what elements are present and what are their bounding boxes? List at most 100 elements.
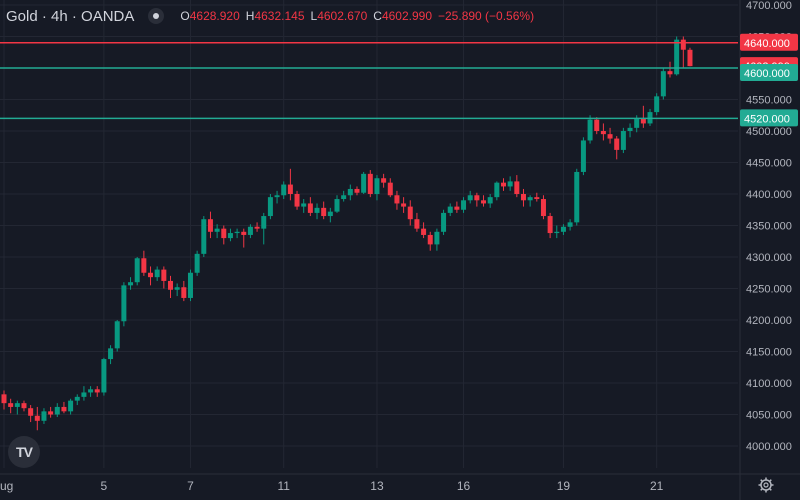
candle-body — [101, 359, 107, 393]
ohlc-open-key: O — [180, 9, 190, 23]
ohlc-close-key: C — [373, 9, 382, 23]
candle-body — [294, 194, 300, 207]
y-tick-label: 4550.000 — [746, 95, 792, 107]
candle-body — [148, 272, 154, 278]
x-tick-label: 11 — [277, 479, 290, 493]
candles — [1, 36, 693, 431]
tradingview-logo-icon[interactable]: TV — [8, 436, 40, 468]
candle-body — [267, 197, 273, 217]
candle-body — [667, 71, 673, 75]
y-tick-label: 4450.000 — [746, 158, 792, 170]
horizontal-price-lines[interactable] — [0, 42, 738, 120]
candle-body — [307, 203, 313, 213]
y-tick-label: 4150.000 — [746, 347, 792, 359]
ohlc-open-value: 4628.920 — [189, 9, 240, 23]
candle-body — [514, 181, 520, 194]
candle-body — [81, 392, 87, 397]
candle-body — [287, 184, 293, 194]
candle-body — [527, 197, 533, 201]
x-tick-label: 7 — [187, 479, 194, 493]
candle-body — [201, 219, 207, 254]
candle-body — [507, 181, 513, 187]
candle-body — [41, 411, 47, 421]
candle-body — [620, 131, 626, 150]
candle-body — [341, 195, 347, 200]
candle-body — [334, 199, 340, 212]
price-line-label-bg — [740, 109, 798, 127]
candle-body — [547, 216, 553, 234]
y-tick-label: 4500.000 — [746, 126, 792, 138]
candle-body — [68, 400, 74, 412]
candle-body — [361, 173, 367, 193]
candle-body — [114, 321, 120, 349]
x-tick-label: 13 — [370, 479, 384, 493]
candle-body — [367, 173, 373, 194]
candle-body — [607, 134, 613, 139]
price-line-label: 4640.000 — [744, 38, 790, 50]
candle-body — [640, 118, 646, 124]
ohlc-high-key: H — [245, 9, 255, 23]
candle-body — [21, 403, 27, 409]
candle-body — [221, 228, 227, 239]
candle-body — [567, 222, 573, 227]
y-tick-label: 4200.000 — [746, 315, 792, 327]
candle-body — [401, 203, 407, 207]
x-tick-label: 21 — [650, 479, 664, 493]
candle-body — [194, 253, 200, 273]
candle-body — [227, 233, 233, 239]
y-tick-label: 4300.000 — [746, 252, 792, 264]
candle-body — [48, 411, 54, 415]
candle-body — [234, 231, 240, 234]
candle-body — [580, 140, 586, 172]
price-axis[interactable]: 4000.000 4050.000 4100.000 4150.000 4200.000… — [746, 0, 792, 453]
x-tick-label: 16 — [457, 479, 471, 493]
candle-body — [434, 231, 440, 245]
candle-body — [94, 389, 100, 393]
ohlc-values: O4628.920 H4632.145 L4602.670 C4602.990 … — [180, 9, 534, 23]
candle-body — [181, 287, 187, 298]
price-line-label: 4520.000 — [744, 113, 790, 125]
candle-body — [554, 231, 560, 234]
time-axis[interactable]: ug 5 7 11 13 16 19 21 — [0, 479, 664, 493]
ohlc-low-value: 4602.670 — [317, 9, 368, 23]
candle-body — [494, 182, 500, 198]
y-tick-label: 4050.000 — [746, 410, 792, 422]
candle-body — [501, 182, 506, 187]
y-tick-label: 4350.000 — [746, 221, 792, 233]
candle-body — [674, 39, 680, 75]
candle-body — [540, 199, 546, 217]
candle-body — [654, 96, 660, 113]
ohlc-low-key: L — [310, 9, 318, 23]
candle-body — [108, 348, 114, 360]
candle-body — [427, 234, 433, 245]
candle-body — [168, 280, 173, 290]
candle-body — [421, 228, 427, 235]
candle-body — [354, 188, 360, 193]
gear-icon[interactable] — [758, 477, 774, 493]
candle-body — [254, 226, 260, 229]
candle-body — [534, 197, 540, 200]
candle-body — [574, 171, 580, 223]
candle-body — [54, 406, 60, 415]
candle-body — [74, 396, 80, 401]
candle-body — [321, 207, 327, 217]
candle-body — [274, 195, 280, 198]
symbol-status-icon[interactable] — [148, 8, 165, 24]
y-tick-label: 4250.000 — [746, 284, 792, 296]
candle-body — [627, 127, 633, 131]
candle-body — [121, 285, 127, 322]
candle-body — [447, 206, 453, 213]
candle-body — [8, 403, 14, 407]
candle-body — [660, 71, 666, 97]
candle-body — [141, 258, 147, 273]
symbol-title[interactable]: Gold · 4h · OANDA — [6, 7, 135, 25]
x-tick-label: 19 — [557, 479, 571, 493]
candle-body — [374, 178, 380, 194]
candle-body — [34, 415, 40, 421]
candle-body — [407, 206, 413, 220]
candle-body — [301, 203, 307, 207]
candle-body — [481, 200, 487, 204]
